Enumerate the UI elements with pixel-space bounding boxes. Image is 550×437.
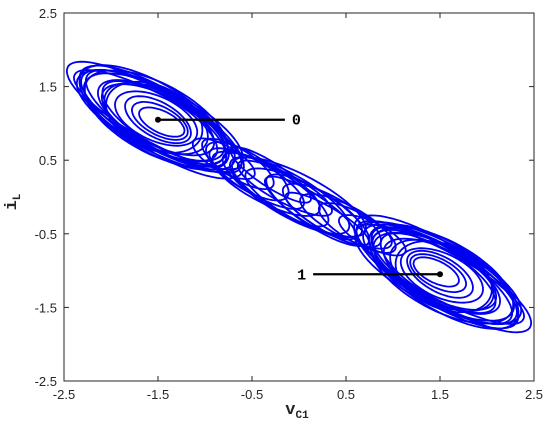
- trajectory-band-loop: [264, 175, 357, 241]
- trajectory-loop: [382, 237, 498, 311]
- plot-frame: [63, 12, 535, 382]
- y-tick-label: -1.5: [35, 300, 57, 315]
- axes-layer: -2.5 -1.5 -0.5 0.5 1.5 2.5 2.5 1.5 0.5 -0.5 -1.5 -2…: [35, 6, 543, 402]
- y-tick-label: 2.5: [39, 6, 57, 21]
- y-axis-label-main: i: [3, 200, 22, 210]
- y-tick-label: 0.5: [39, 153, 57, 168]
- x-tick-label: 0.5: [337, 387, 355, 402]
- trajectory-loop: [399, 247, 484, 304]
- x-tick-label: 2.5: [525, 387, 543, 402]
- x-tick-label: 1.5: [431, 387, 449, 402]
- trajectory-band-loop: [231, 156, 367, 238]
- trajectory-loop: [406, 249, 474, 299]
- trajectory-loop: [412, 256, 460, 288]
- trajectory-layer: [65, 60, 533, 334]
- trajectory-loop: [124, 95, 192, 145]
- trajectory-band-loop: [236, 159, 333, 217]
- trajectory-loop: [409, 253, 467, 293]
- trajectory-band-loop: [229, 146, 312, 204]
- trajectory-loop: [80, 68, 236, 171]
- equilibrium-point-marker: [437, 271, 443, 278]
- x-axis-label-sub: C1: [296, 410, 310, 422]
- trajectory-loop: [78, 64, 230, 171]
- annotation-label: 1: [297, 267, 306, 284]
- trajectory-band-loop: [284, 191, 370, 247]
- trajectory-band-loop: [299, 193, 393, 250]
- y-tick-label: -0.5: [35, 227, 57, 242]
- trajectory-loop: [114, 90, 199, 147]
- x-axis-label: vC1: [285, 401, 309, 422]
- trajectory-loop: [131, 101, 189, 141]
- annotation-layer: 01: [155, 113, 443, 284]
- x-tick-label: -1.5: [147, 387, 169, 402]
- x-tick-label: -0.5: [241, 387, 263, 402]
- equilibrium-point-marker: [155, 116, 161, 123]
- trajectory-loop: [78, 64, 245, 180]
- trajectory-band-loop: [201, 137, 275, 190]
- trajectory-band-loop: [338, 214, 407, 257]
- x-axis-label-main: v: [285, 401, 295, 420]
- trajectory-loop: [379, 232, 497, 314]
- trajectory-loop: [355, 223, 525, 325]
- x-tick-label: -2.5: [53, 387, 75, 402]
- y-tick-label: 1.5: [39, 80, 57, 95]
- y-tick-label: -2.5: [35, 374, 57, 389]
- annotation-label: 0: [292, 113, 301, 130]
- y-axis-label: iL: [3, 193, 24, 210]
- y-axis-label-sub: L: [12, 193, 24, 200]
